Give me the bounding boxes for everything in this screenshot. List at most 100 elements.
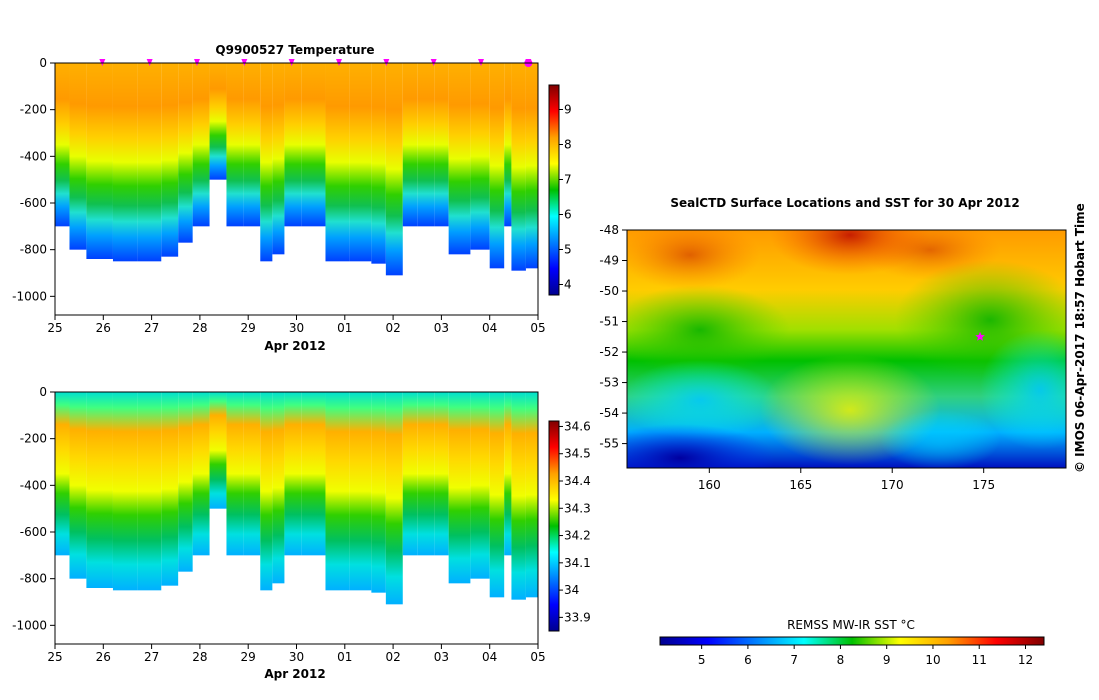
colorbar-tick-label: 7 — [564, 173, 572, 187]
profile-column — [511, 63, 526, 271]
x-tick-label: 30 — [289, 321, 304, 335]
sst-map-panel: SealCTD Surface Locations and SST for 30… — [599, 196, 1067, 667]
colorbar-tick-label: 34.3 — [564, 501, 591, 515]
x-tick-label: 02 — [385, 650, 400, 664]
sst-colorbar-tick-label: 5 — [698, 653, 706, 667]
profile-column — [192, 63, 210, 227]
profile-column — [243, 392, 261, 556]
salinity-y-ticks: 0 -200 -400 -600 -800 -1000 — [12, 385, 55, 632]
y-tick-label: -200 — [20, 103, 47, 117]
profile-column — [243, 63, 261, 227]
profile-column — [86, 63, 113, 259]
profile-column — [525, 392, 538, 598]
colorbar-tick-label: 6 — [564, 208, 572, 222]
profile-column — [417, 392, 435, 556]
y-tick-label: -400 — [20, 478, 47, 492]
salinity-panel: 0 -200 -400 -600 -800 -1000 25 26 27 28 29 30 01 02 0… — [12, 385, 591, 681]
colorbar-tick-label: 5 — [564, 243, 572, 257]
x-tick-label: 25 — [47, 321, 62, 335]
profile-column — [272, 392, 285, 584]
sst-colorbar-tick-label: 12 — [1018, 653, 1033, 667]
temperature-profiles — [55, 63, 538, 276]
y-tick-label: -1000 — [12, 289, 47, 303]
temperature-y-ticks: 0 -200 -400 -600 -800 -1000 — [12, 56, 55, 303]
profile-column — [470, 392, 490, 579]
x-tick-label: 03 — [434, 650, 449, 664]
profile-column — [112, 392, 138, 591]
lat-tick-label: -54 — [599, 406, 619, 420]
colorbar-tick-label: 34.5 — [564, 447, 591, 461]
sst-colorbar-tick-label: 6 — [744, 653, 752, 667]
profile-column — [260, 63, 273, 262]
profile-column — [178, 63, 193, 243]
y-tick-label: -400 — [20, 149, 47, 163]
profile-column — [192, 392, 210, 556]
profile-column — [448, 63, 471, 255]
profile-column — [525, 63, 538, 269]
lat-tick-label: -49 — [599, 254, 619, 268]
sst-colorbar-tick-label: 7 — [790, 653, 798, 667]
x-tick-label: 28 — [192, 650, 207, 664]
x-tick-label: 03 — [434, 321, 449, 335]
profile-column — [434, 63, 449, 227]
lat-tick-label: -53 — [599, 376, 619, 390]
profile-column — [178, 392, 193, 572]
lon-tick-label: 160 — [698, 478, 721, 492]
y-tick-label: -600 — [20, 196, 47, 210]
sst-map-axes-frame — [626, 229, 1067, 469]
surface-location-marker — [975, 331, 985, 341]
profile-column — [385, 63, 403, 276]
sst-colorbar-ticks: 5 6 7 8 9 10 11 12 — [698, 645, 1033, 667]
profile-column — [349, 63, 372, 262]
sst-colorbar-label: REMSS MW-IR SST °C — [787, 618, 915, 632]
temperature-x-label: Apr 2012 — [264, 339, 325, 353]
sst-colorbar-tick-label: 11 — [972, 653, 987, 667]
profile-column — [417, 63, 435, 227]
colorbar-tick-label: 34.2 — [564, 529, 591, 543]
profile-column — [371, 63, 386, 264]
temperature-panel: Q9900527 Temperature 0 -200 -400 -600 -800 -1… — [12, 43, 572, 353]
lon-tick-label: 165 — [789, 478, 812, 492]
profile-column — [470, 63, 490, 250]
y-tick-label: -600 — [20, 525, 47, 539]
profile-column — [161, 392, 179, 586]
salinity-profiles — [55, 392, 538, 605]
profile-column — [260, 392, 273, 591]
profile-column — [272, 63, 285, 255]
sst-colorbar-tick-label: 8 — [837, 653, 845, 667]
profile-column — [284, 392, 302, 556]
profile-column — [209, 63, 227, 180]
y-tick-label: -800 — [20, 572, 47, 586]
temperature-colorbar-ticks: 4 5 6 7 8 9 — [559, 103, 572, 292]
colorbar-tick-label: 4 — [564, 278, 572, 292]
profile-column — [385, 392, 403, 605]
profile-column — [226, 63, 244, 227]
sst-colorbar — [659, 636, 1045, 646]
colorbar-tick-label: 9 — [564, 103, 572, 117]
colorbar-tick-label: 34.4 — [564, 474, 591, 488]
lat-tick-label: -48 — [599, 223, 619, 237]
profile-column — [226, 392, 244, 556]
x-tick-label: 29 — [241, 321, 256, 335]
profile-column — [371, 392, 386, 593]
profile-column — [402, 392, 418, 556]
profile-column — [301, 63, 326, 227]
salinity-x-label: Apr 2012 — [264, 667, 325, 681]
profile-column — [284, 63, 302, 227]
x-tick-label: 01 — [337, 321, 352, 335]
profile-column — [504, 392, 512, 556]
profile-column — [325, 392, 350, 591]
y-tick-label: -800 — [20, 243, 47, 257]
profile-column — [69, 392, 87, 579]
y-tick-label: -200 — [20, 432, 47, 446]
x-tick-label: 26 — [96, 650, 111, 664]
x-tick-label: 04 — [482, 650, 497, 664]
profile-column — [489, 392, 505, 598]
profile-column — [511, 392, 526, 600]
profile-column — [137, 392, 162, 591]
profile-column — [55, 63, 70, 227]
credit-text: © IMOS 06-Apr-2017 18:57 Hobart Time — [1073, 203, 1087, 473]
temperature-x-ticks: 25 26 27 28 29 30 01 02 03 04 05 — [47, 315, 546, 335]
sst-map-lat-ticks: -48 -49 -50 -51 -52 -53 -54 -55 — [599, 223, 627, 451]
lat-tick-label: -51 — [599, 315, 619, 329]
